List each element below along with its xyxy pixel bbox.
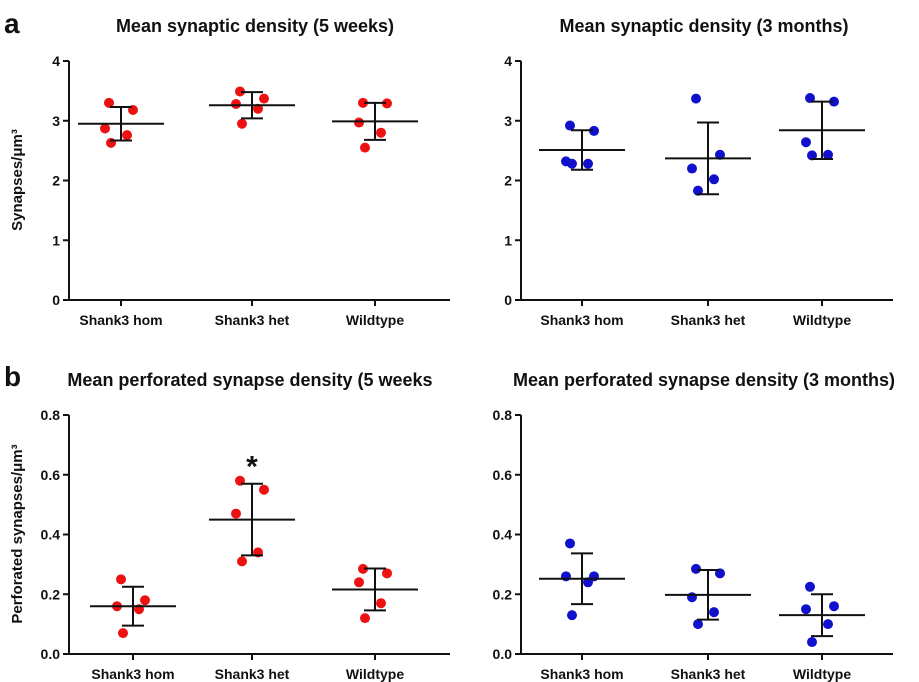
chart-title: Mean synaptic density (5 weeks): [116, 16, 394, 36]
y-tick-label: 1: [504, 232, 512, 248]
data-point: [691, 563, 701, 574]
x-tick-label: Shank3 hom: [91, 666, 174, 682]
data-point: [259, 484, 269, 495]
panel-label-b: b: [4, 361, 21, 392]
data-point: [709, 607, 719, 618]
data-point: [805, 581, 815, 592]
data-point: [807, 150, 817, 161]
data-point: [709, 174, 719, 185]
data-point: [687, 163, 697, 174]
y-tick-label: 2: [504, 173, 512, 189]
data-point: [360, 613, 370, 624]
y-tick-label: 0.0: [493, 646, 513, 662]
data-point: [691, 93, 701, 104]
data-point: [567, 158, 577, 169]
y-tick-label: 0: [504, 292, 512, 308]
data-point: [693, 185, 703, 196]
y-tick-label: 0.0: [41, 646, 61, 662]
y-tick-label: 3: [52, 113, 60, 129]
data-point: [122, 130, 132, 141]
data-point: [354, 577, 364, 588]
chart-title: Mean perforated synapse density (5 weeks: [67, 370, 432, 390]
data-point: [382, 98, 392, 109]
data-point: [823, 149, 833, 160]
data-point: [565, 538, 575, 549]
data-point: [116, 574, 126, 585]
data-point: [259, 93, 269, 104]
data-point: [567, 610, 577, 621]
x-tick-label: Wildtype: [793, 666, 851, 682]
data-point: [715, 149, 725, 160]
data-point: [358, 563, 368, 574]
data-point: [583, 158, 593, 169]
data-point: [829, 601, 839, 612]
y-axis-label: Perforated synapses/μm³: [9, 444, 26, 623]
y-tick-label: 0: [52, 292, 60, 308]
y-tick-label: 4: [504, 53, 512, 69]
x-tick-label: Shank3 het: [671, 312, 746, 328]
data-point: [382, 568, 392, 579]
y-tick-label: 0.4: [41, 527, 61, 543]
y-axis-label: Synapses/μm³: [9, 129, 26, 231]
panel-label-a: a: [4, 8, 20, 39]
data-point: [823, 619, 833, 630]
data-point: [104, 97, 114, 108]
chart-4: Mean perforated synapse density (3 month…: [493, 370, 896, 682]
y-tick-label: 0.8: [41, 407, 61, 423]
data-point: [807, 637, 817, 648]
significance-annotation: *: [246, 451, 258, 484]
data-point: [589, 125, 599, 136]
x-tick-label: Wildtype: [346, 666, 404, 682]
data-point: [231, 99, 241, 110]
y-tick-label: 0.8: [493, 407, 513, 423]
x-tick-label: Shank3 hom: [79, 312, 162, 328]
data-point: [106, 137, 116, 148]
data-point: [583, 577, 593, 588]
x-tick-label: Shank3 hom: [540, 312, 623, 328]
data-point: [118, 628, 128, 639]
y-tick-label: 4: [52, 53, 60, 69]
data-point: [358, 97, 368, 108]
data-point: [235, 86, 245, 97]
charts-grid: Mean synaptic density (5 weeks) Synapses/…: [9, 16, 895, 682]
y-tick-label: 0.2: [41, 586, 61, 602]
data-point: [376, 127, 386, 138]
y-tick-label: 1: [52, 232, 60, 248]
y-tick-label: 0.6: [41, 467, 61, 483]
y-tick-label: 0.2: [493, 586, 513, 602]
data-point: [801, 604, 811, 615]
data-point: [140, 595, 150, 606]
data-point: [237, 118, 247, 129]
data-point: [693, 619, 703, 630]
data-point: [805, 93, 815, 104]
data-point: [354, 117, 364, 128]
chart-2: Mean synaptic density (3 months) 0 1 2 3 4 Sha…: [504, 16, 893, 328]
data-point: [231, 508, 241, 519]
data-point: [561, 571, 571, 582]
y-tick-label: 2: [52, 173, 60, 189]
data-point: [687, 592, 697, 603]
x-tick-label: Shank3 het: [671, 666, 746, 682]
data-point: [253, 103, 263, 114]
x-tick-label: Wildtype: [346, 312, 404, 328]
chart-1: Mean synaptic density (5 weeks) Synapses/…: [9, 16, 450, 328]
data-point: [801, 137, 811, 148]
x-tick-label: Wildtype: [793, 312, 851, 328]
x-tick-label: Shank3 het: [215, 666, 290, 682]
chart-3: Mean perforated synapse density (5 weeks…: [9, 370, 450, 682]
data-point: [829, 96, 839, 107]
x-tick-label: Shank3 het: [215, 312, 290, 328]
y-tick-label: 3: [504, 113, 512, 129]
chart-title: Mean perforated synapse density (3 month…: [513, 370, 895, 390]
data-point: [237, 556, 247, 567]
y-tick-label: 0.4: [493, 527, 513, 543]
data-point: [100, 123, 110, 134]
data-point: [565, 120, 575, 131]
chart-title: Mean synaptic density (3 months): [559, 16, 848, 36]
y-tick-label: 0.6: [493, 467, 513, 483]
data-point: [376, 598, 386, 609]
x-tick-label: Shank3 hom: [540, 666, 623, 682]
data-point: [360, 142, 370, 153]
